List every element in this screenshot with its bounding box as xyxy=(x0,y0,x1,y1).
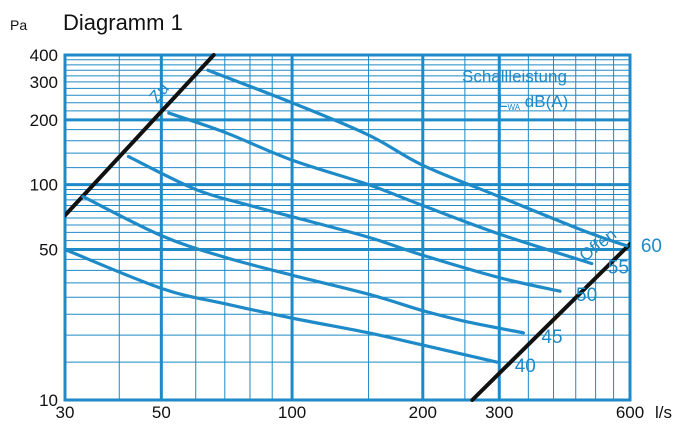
x-tick-labels: 30 50 100 200 300 600 xyxy=(56,403,645,422)
curve-label-60: 60 xyxy=(641,236,662,257)
plot-frame xyxy=(63,53,632,402)
legend-subtitle: LWA dB(A) xyxy=(498,92,568,112)
curve-label-50: 50 xyxy=(576,285,597,306)
y-tick-label: 400 xyxy=(30,46,58,65)
boundary-lines xyxy=(65,53,630,402)
x-tick-label: 200 xyxy=(409,403,437,422)
boundary-line-offen xyxy=(470,242,630,402)
x-tick-label: 300 xyxy=(485,403,513,422)
series-lines xyxy=(63,68,629,364)
y-tick-label: 300 xyxy=(30,73,58,92)
y-tick-labels: 10 50 100 200 300 400 xyxy=(30,46,58,410)
series-line-60 xyxy=(206,68,629,248)
chart-title: Diagramm 1 xyxy=(63,10,183,35)
y-tick-label: 100 xyxy=(30,176,58,195)
x-tick-label: 50 xyxy=(152,403,171,422)
series-line-40 xyxy=(63,247,499,364)
grid xyxy=(63,53,632,402)
legend-title: Schallleistung xyxy=(462,67,567,86)
x-tick-label: 100 xyxy=(278,403,306,422)
boundary-line-zu xyxy=(65,53,216,218)
x-tick-label: 600 xyxy=(616,403,644,422)
series-line-55 xyxy=(167,111,594,266)
curve-label-55: 55 xyxy=(608,258,629,279)
x-tick-label: 30 xyxy=(56,403,75,422)
curve-label-45: 45 xyxy=(541,327,562,348)
x-axis-unit-label: l/s xyxy=(655,403,672,422)
curve-label-40: 40 xyxy=(515,356,536,377)
y-tick-label: 200 xyxy=(30,111,58,130)
series-line-45 xyxy=(81,195,526,335)
y-tick-label: 50 xyxy=(39,240,58,259)
y-axis-unit-label: Pa xyxy=(10,17,27,33)
series-line-50 xyxy=(126,154,562,293)
y-tick-label: 10 xyxy=(39,391,58,410)
